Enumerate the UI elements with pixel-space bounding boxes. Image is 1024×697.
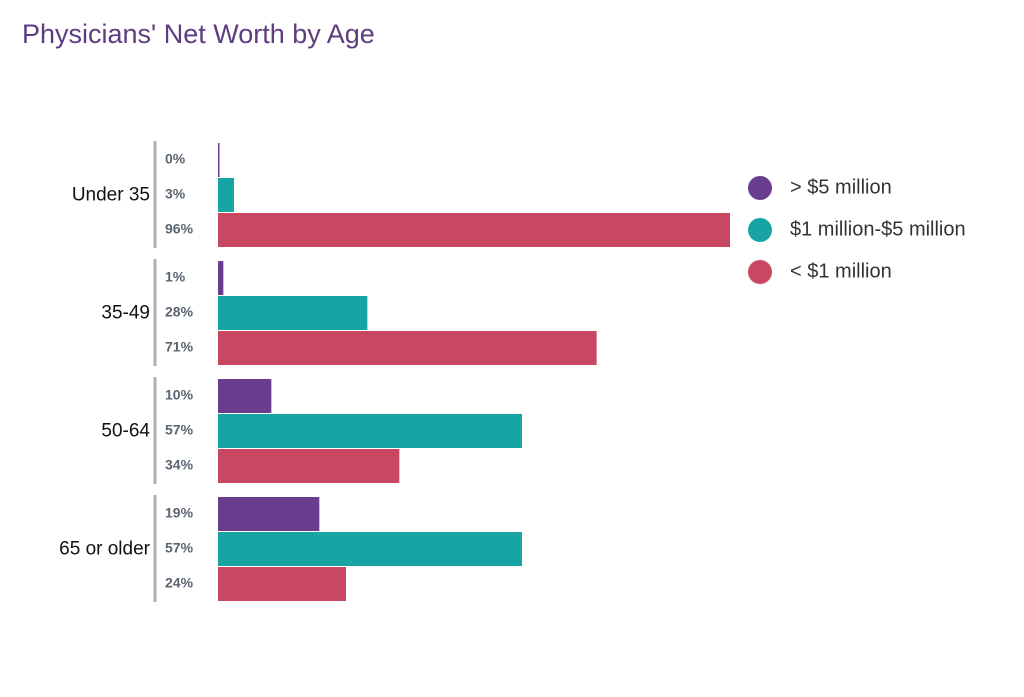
bar	[218, 213, 730, 247]
bar	[218, 532, 522, 566]
category-label: 50-64	[101, 421, 150, 442]
value-label: 0%	[165, 151, 186, 167]
value-label: 19%	[165, 505, 194, 521]
value-label: 28%	[165, 304, 194, 320]
bar	[218, 143, 220, 177]
legend-swatch	[748, 260, 772, 284]
bar	[218, 497, 320, 531]
chart-title: Physicians' Net Worth by Age	[22, 19, 375, 49]
legend-label: > $5 million	[790, 176, 892, 198]
value-label: 10%	[165, 387, 194, 403]
value-label: 1%	[165, 269, 186, 285]
category-label: 35-49	[101, 303, 150, 324]
legend-label: < $1 million	[790, 260, 892, 282]
bar	[218, 449, 400, 483]
bar	[218, 261, 224, 295]
value-label: 34%	[165, 457, 194, 473]
value-label: 71%	[165, 339, 194, 355]
bar	[218, 296, 368, 330]
value-label: 57%	[165, 422, 194, 438]
value-label: 24%	[165, 575, 194, 591]
legend-label: $1 million-$5 million	[790, 218, 966, 240]
bar	[218, 567, 346, 601]
bar	[218, 414, 522, 448]
value-label: 96%	[165, 221, 194, 237]
bar	[218, 379, 272, 413]
category-label: 65 or older	[59, 539, 151, 560]
bar	[218, 178, 234, 212]
bar	[218, 331, 597, 365]
category-label: Under 35	[72, 185, 150, 206]
legend-swatch	[748, 176, 772, 200]
value-label: 57%	[165, 540, 194, 556]
value-label: 3%	[165, 186, 186, 202]
legend-swatch	[748, 218, 772, 242]
